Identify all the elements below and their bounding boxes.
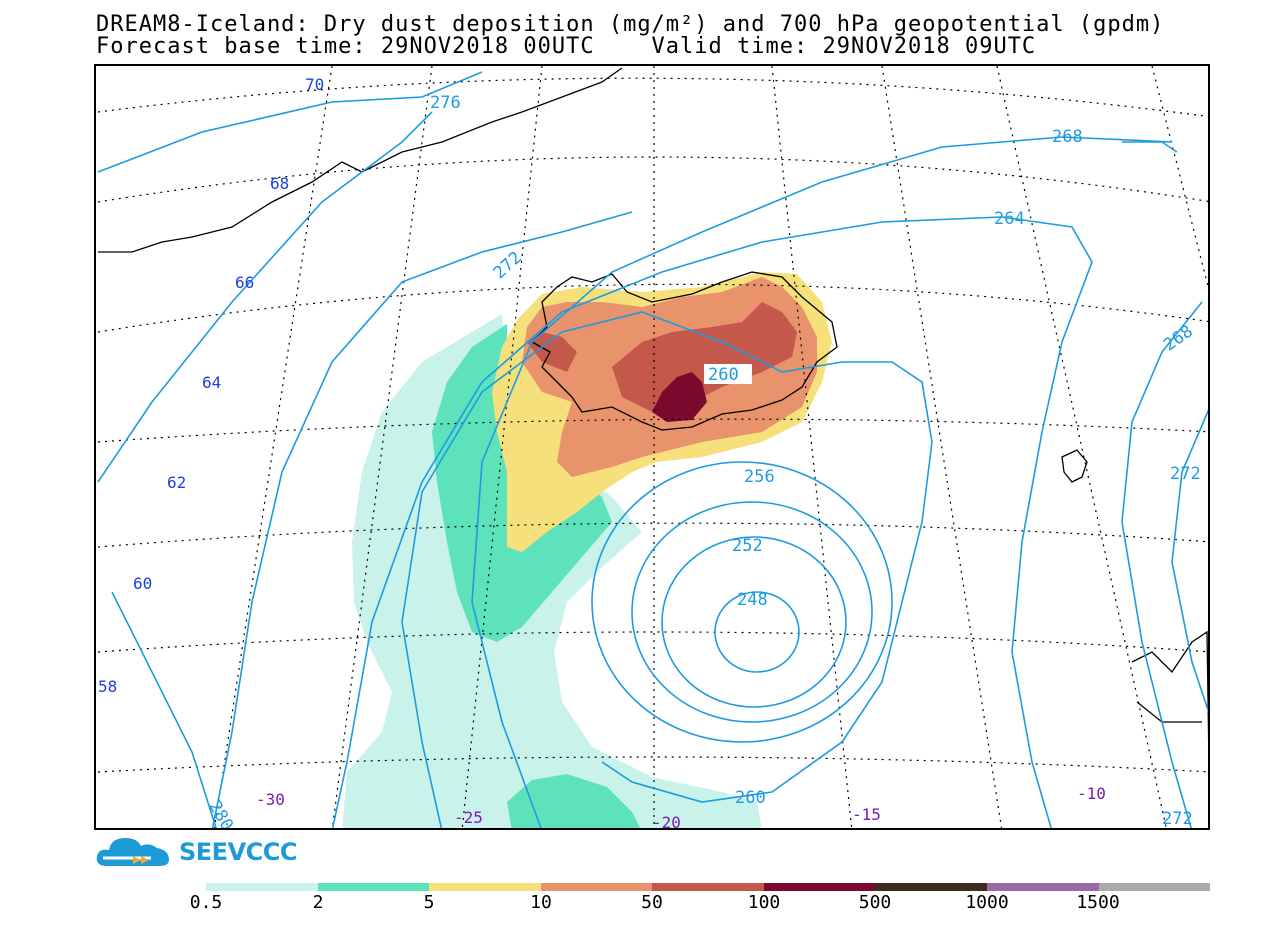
longitude-label: -20 — [652, 813, 681, 830]
colorbar-label: 2 — [312, 892, 324, 913]
latitude-label: 58 — [98, 677, 117, 696]
colorbar-segment — [875, 883, 987, 891]
colorbar-label: 1000 — [965, 892, 1009, 913]
contour-label: 260 — [708, 365, 739, 385]
contour-label: 272 — [1170, 464, 1201, 484]
colorbar-label: 500 — [858, 892, 892, 913]
contour-label: 268 — [1160, 321, 1197, 355]
contour-label: 264 — [994, 209, 1025, 229]
latitude-label: 60 — [133, 574, 152, 593]
dust-band-50 — [612, 302, 797, 412]
graticule — [97, 66, 1208, 828]
logo-text: SEEVCCC — [179, 838, 298, 866]
colorbar-label: 10 — [530, 892, 552, 913]
dust-band-50b — [527, 332, 577, 372]
iceland-coastline — [530, 271, 838, 431]
colorbar-segment — [317, 883, 430, 891]
colorbar-segment — [429, 883, 541, 891]
latitude-label: 64 — [202, 373, 221, 392]
longitude-label: -10 — [1077, 784, 1106, 803]
latitude-label: 62 — [167, 473, 186, 492]
colorbar-label: 1500 — [1076, 892, 1120, 913]
contour-label: 260 — [735, 788, 766, 808]
longitude-label: -30 — [256, 790, 285, 809]
colorbar-segment — [652, 883, 764, 891]
contour-label: 280 — [204, 798, 237, 830]
colorbar-label: 100 — [747, 892, 781, 913]
map-canvas: 276 272 268 264 268 260 256 252 248 260 … — [97, 66, 1208, 830]
colorbar-segment — [540, 883, 653, 891]
contour-label: 272 — [1162, 809, 1193, 829]
contour-label: 276 — [430, 93, 461, 113]
colorbar-segment — [986, 883, 1099, 891]
colorbar-segment — [763, 883, 876, 891]
greenland-coastline — [98, 67, 623, 253]
longitude-label: -25 — [454, 808, 483, 827]
seevccc-logo: SEEVCCC — [95, 832, 298, 872]
geopotential-contours — [97, 71, 1208, 828]
dust-shading — [342, 272, 832, 828]
latitude-labels: 70 68 66 64 62 60 58 — [98, 75, 324, 696]
contour-label: 248 — [737, 590, 768, 610]
forecast-time-line: Forecast base time: 29NOV2018 00UTC Vali… — [96, 34, 1037, 59]
contour-label: 272 — [490, 248, 526, 283]
latitude-label: 68 — [270, 174, 289, 193]
colorbar-segment — [206, 883, 318, 891]
contour-label-group: 276 272 268 264 268 260 256 252 248 260 … — [204, 93, 1201, 830]
latitude-label: 70 — [305, 75, 324, 94]
map-frame: 276 272 268 264 268 260 256 252 248 260 … — [94, 64, 1210, 830]
dust-band-100 — [652, 372, 707, 422]
colorbar-label: 5 — [423, 892, 435, 913]
contour-label-box — [704, 364, 752, 384]
longitude-label: -15 — [852, 805, 881, 824]
colorbar-label: 50 — [641, 892, 663, 913]
legend-colorbar — [206, 883, 1211, 891]
contour-label: 252 — [732, 536, 763, 556]
latitude-label: 66 — [235, 273, 254, 292]
contour-label: 268 — [1052, 127, 1083, 147]
contour-label: 256 — [744, 467, 775, 487]
colorbar-segment — [1098, 883, 1211, 891]
longitude-labels: -30 -25 -20 -15 -10 — [256, 784, 1106, 830]
colorbar-label: 0.5 — [189, 892, 223, 913]
map-title: DREAM8-Iceland: Dry dust deposition (mg/… — [96, 12, 1165, 37]
faroe-islands — [1061, 449, 1088, 483]
norway-coastline — [1131, 630, 1208, 742]
cloud-logo-icon — [96, 838, 169, 866]
colorbar-labels: 0.5 2 5 10 50 100 500 1000 1500 — [150, 892, 1270, 916]
dust-band-2b — [507, 774, 641, 828]
coastlines — [98, 67, 1208, 742]
